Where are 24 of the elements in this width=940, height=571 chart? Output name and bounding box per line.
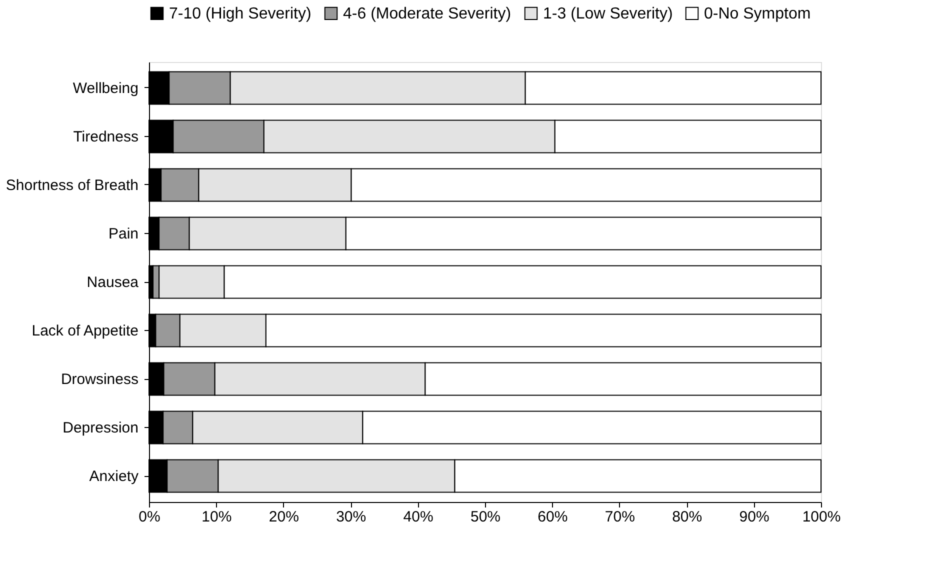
y-tick-label: Pain: [108, 225, 138, 242]
x-tick-label: 0%: [138, 508, 160, 526]
legend-label: 1-3 (Low Severity): [543, 5, 673, 22]
y-tick-label: Tiredness: [73, 128, 138, 146]
x-tick-label: 70%: [604, 508, 635, 526]
y-tick-label: Lack of Appetite: [32, 322, 138, 340]
y-tick-label: Anxiety: [89, 468, 139, 486]
x-tick-label: 10%: [202, 508, 232, 526]
y-tick-label: Drowsiness: [60, 371, 138, 388]
legend-label: 0-No Symptom: [704, 5, 811, 22]
x-tick-label: 90%: [739, 508, 770, 526]
x-tick-label: 50%: [470, 508, 501, 526]
x-tick-label: 100%: [802, 508, 841, 526]
legend-label: 4-6 (Moderate Severity): [343, 5, 512, 22]
x-tick-label: 80%: [672, 508, 702, 526]
x-tick-label: 20%: [268, 508, 299, 526]
y-tick-label: Nausea: [86, 274, 140, 291]
x-tick-label: 60%: [538, 508, 568, 526]
x-tick-label: 40%: [403, 508, 434, 526]
y-tick-label: Depression: [62, 420, 138, 437]
legend-label: 7-10 (High Severity): [169, 5, 312, 22]
y-tick-label: Wellbeing: [72, 80, 138, 97]
x-tick-label: 30%: [336, 508, 366, 526]
y-tick-label: Shortness of Breath: [6, 176, 138, 194]
